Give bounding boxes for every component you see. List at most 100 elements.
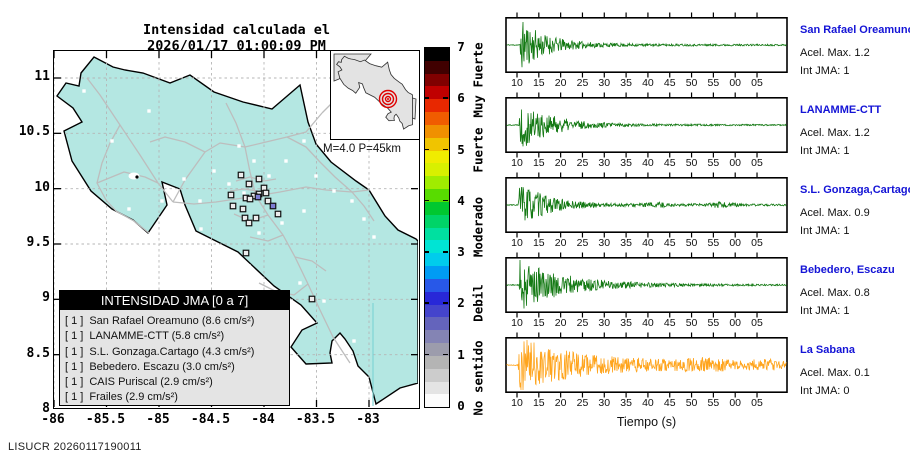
colorbar-tick <box>424 353 429 356</box>
time-tick-label: 15 <box>532 317 545 329</box>
station-dot <box>350 199 354 203</box>
station-dot <box>182 177 186 181</box>
station-markers <box>82 85 376 343</box>
colorbar-tick <box>424 251 429 253</box>
intensity-legend: INTENSIDAD JMA [0 a 7] [ 1 ] San Rafael O… <box>59 290 290 406</box>
time-tick-label: 25 <box>576 317 589 329</box>
intensity-station-square <box>241 214 249 222</box>
time-tick-label: 45 <box>663 237 676 249</box>
colorbar-band <box>425 240 449 254</box>
time-tick-label: 05 <box>751 77 763 89</box>
lat-tick-label: 9.5 <box>26 234 50 250</box>
colorbar-tick <box>443 302 448 305</box>
legend-item-station: LANAMME-CTT (5.8 cm/s²) <box>89 330 225 343</box>
colorbar-tick-label: 2 <box>457 295 465 311</box>
station-int-jma: Int JMA: 1 <box>800 225 850 237</box>
station-dot <box>198 199 202 203</box>
station-acel-max: Acel. Max. 0.8 <box>800 287 870 299</box>
map-frame: M=4.0 P=45km INTENSIDAD JMA [0 a 7] [ 1 … <box>53 50 420 409</box>
colorbar-tick-label: 1 <box>457 346 465 362</box>
station-dot <box>284 159 288 163</box>
time-tick-label: 30 <box>598 77 611 89</box>
lat-tick-label: 10.5 <box>18 124 50 140</box>
lat-tick-label: 11 <box>34 69 50 84</box>
time-tick-label: 55 <box>707 77 720 89</box>
legend-item: [ 1 ] S.L. Gonzaga.Cartago (4.3 cm/s²) <box>65 345 284 360</box>
legend-item: [ 1 ] CAIS Puriscal (2.9 cm/s²) <box>65 375 284 390</box>
intensity-station-square <box>245 219 253 227</box>
time-tick-label: 15 <box>532 397 545 409</box>
time-tick-label: 10 <box>511 77 523 89</box>
time-tick-label: 50 <box>685 237 698 249</box>
waveform-trace <box>506 21 787 68</box>
intensity-station-square <box>264 197 272 205</box>
time-tick-label: 10 <box>511 237 523 249</box>
time-tick-label: 00 <box>729 237 742 249</box>
intensity-station-square <box>242 249 250 257</box>
waveform-trace <box>506 339 787 391</box>
time-tick-label: 20 <box>554 77 567 89</box>
colorbar-band <box>425 266 449 279</box>
waveform-trace <box>506 259 787 309</box>
colorbar-tick <box>443 251 448 253</box>
station-dot <box>242 191 246 195</box>
station-dot <box>257 231 261 235</box>
lat-tick-label: 8.5 <box>26 345 50 361</box>
seismogram-panel <box>505 172 788 238</box>
station-dot <box>280 221 284 225</box>
intensity-station-square-felt <box>269 202 277 210</box>
time-tick-label: 35 <box>620 397 632 409</box>
station-acel-max: Acel. Max. 0.9 <box>800 207 870 219</box>
colorbar-band <box>425 304 449 318</box>
time-tick-label: 30 <box>598 397 611 409</box>
legend-item-intensity: [ 1 ] <box>65 330 84 343</box>
legend-item-station: S.L. Gonzaga.Cartago (4.3 cm/s²) <box>89 345 255 358</box>
time-tick-label: 35 <box>620 237 632 249</box>
time-tick-label: 05 <box>751 237 763 249</box>
seismogram-time-ticks: 10 15 20 25 30 35 40 45 50 55 00 05 <box>505 77 788 89</box>
time-tick-label: 35 <box>620 157 632 169</box>
lake <box>128 172 140 180</box>
legend-item-station: CAIS Puriscal (2.9 cm/s²) <box>89 376 213 389</box>
station-dot <box>298 281 302 285</box>
time-tick-label: 55 <box>707 157 720 169</box>
time-tick-label: 05 <box>751 317 763 329</box>
colorbar-band <box>425 176 449 190</box>
colorbar-tick <box>443 353 448 356</box>
time-tick-label: 30 <box>598 237 611 249</box>
intensity-station-square <box>239 205 247 213</box>
colorbar-band <box>425 381 449 395</box>
colorbar-tick <box>424 148 429 151</box>
colorbar-tick <box>443 199 448 202</box>
time-tick-label: 20 <box>554 157 567 169</box>
colorbar-band <box>425 112 449 125</box>
intensity-station-square <box>274 210 282 218</box>
time-tick-label: 50 <box>685 317 698 329</box>
legend-items: [ 1 ] San Rafael Oreamuno (8.6 cm/s²)[ 1 … <box>60 310 289 406</box>
waveform-trace <box>506 186 787 221</box>
time-tick-label: 00 <box>729 397 742 409</box>
time-tick-label: 35 <box>620 317 632 329</box>
time-tick-label: 15 <box>532 77 545 89</box>
station-dot <box>212 169 216 173</box>
colorbar-tick <box>424 97 429 99</box>
legend-item-intensity: [ 1 ] <box>65 360 84 373</box>
station-dot <box>252 159 256 163</box>
colorbar-category-label: No sentido <box>470 339 486 416</box>
time-tick-label: 00 <box>729 77 742 89</box>
seismogram-panel <box>505 12 788 78</box>
time-tick-label: 25 <box>576 237 589 249</box>
seismogram-time-ticks: 10 15 20 25 30 35 40 45 50 55 00 05 <box>505 397 788 409</box>
station-dot <box>267 174 271 178</box>
seismogram-time-ticks: 10 15 20 25 30 35 40 45 50 55 00 05 <box>505 237 788 249</box>
colorbar-tick-label: 4 <box>457 192 465 208</box>
intensity-station-square <box>229 202 237 210</box>
colorbar-band <box>425 150 449 164</box>
time-tick-label: 55 <box>707 397 720 409</box>
legend-item: [ 1 ] San Rafael Oreamuno (8.6 cm/s²) <box>65 314 284 329</box>
time-tick-label: 40 <box>642 157 654 169</box>
time-tick-label: 45 <box>663 397 676 409</box>
colorbar-category-label: Fuerte <box>470 127 486 173</box>
colorbar-band <box>425 330 449 344</box>
